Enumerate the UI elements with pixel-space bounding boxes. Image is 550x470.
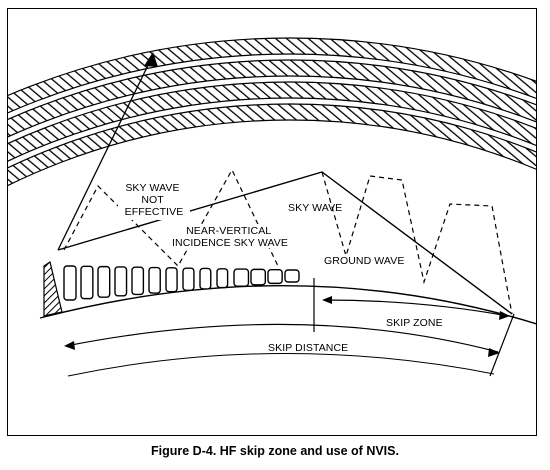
skip-distance-arrowhead-left xyxy=(64,341,75,350)
ground-wave-block xyxy=(148,266,161,294)
ground-wave-block xyxy=(97,265,111,298)
ground-wave-block xyxy=(233,268,250,287)
ionosphere-band xyxy=(8,81,536,162)
transmitter-antenna xyxy=(43,261,63,317)
ground-wave-block xyxy=(267,268,283,285)
skip-distance-arrow xyxy=(65,323,499,353)
sky-wave-arrowhead xyxy=(144,52,158,67)
ground-wave-block xyxy=(63,265,77,301)
skip-zone-arrowhead-right xyxy=(499,311,510,320)
ground-wave-block xyxy=(165,267,178,293)
ground-wave-block xyxy=(216,268,229,289)
label-ground-wave: GROUND WAVE xyxy=(324,255,404,267)
ionosphere-layers xyxy=(8,37,536,187)
lower-bracket-arc xyxy=(67,353,495,377)
skip-distance-end-marker xyxy=(489,313,515,377)
ground-wave-block xyxy=(80,265,94,300)
skip-distance-arrowhead-right xyxy=(488,348,500,357)
ionosphere-band xyxy=(8,59,536,138)
ground-wave-block xyxy=(131,266,145,296)
label-sky-wave: SKY WAVE xyxy=(288,202,342,214)
figure-frame xyxy=(7,8,537,436)
ground-wave-pattern xyxy=(63,265,300,301)
ground-wave-block xyxy=(114,266,128,297)
label-bg xyxy=(118,180,190,220)
ionosphere-band xyxy=(8,103,536,187)
label-nvis: NEAR-VERTICAL INCIDENCE SKY WAVE xyxy=(172,225,288,249)
skip-zone-arrow xyxy=(323,299,509,317)
label-skip-distance: SKIP DISTANCE xyxy=(268,342,348,354)
label-skip-zone: SKIP ZONE xyxy=(386,317,443,329)
label-bg xyxy=(266,340,356,353)
sky-wave-hops xyxy=(321,171,513,315)
sky-wave-not-effective-ray xyxy=(57,54,154,251)
label-sky-wave-not-effective: SKY WAVE NOT EFFECTIVE xyxy=(125,182,184,218)
skip-zone-arrowhead-left xyxy=(322,296,332,304)
ionosphere-band xyxy=(8,37,536,114)
ground-wave-block xyxy=(199,267,212,290)
label-bg xyxy=(322,254,408,266)
earth-surface xyxy=(39,284,536,325)
label-bg xyxy=(384,316,446,328)
ground-wave-block xyxy=(250,268,267,286)
ground-wave-block xyxy=(182,267,195,292)
figure-caption: Figure D-4. HF skip zone and use of NVIS… xyxy=(151,444,399,458)
nvis-ray xyxy=(63,168,279,267)
label-bg xyxy=(168,224,296,248)
ground-wave-block xyxy=(284,269,300,283)
